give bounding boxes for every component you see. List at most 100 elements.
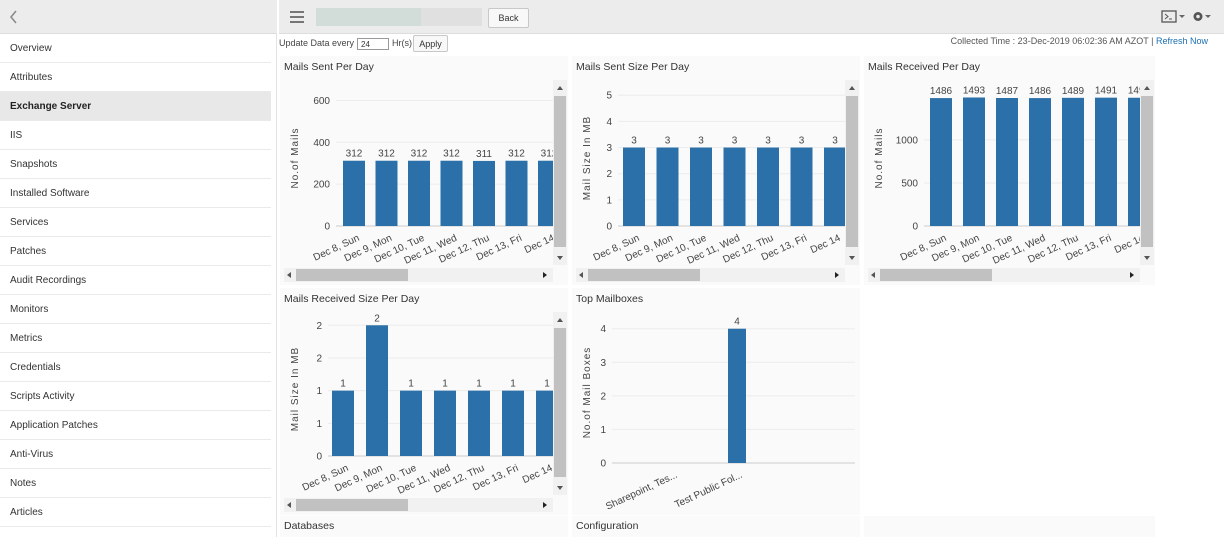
v-scroll-arrow — [557, 256, 563, 260]
value-label: 312 — [346, 149, 363, 160]
sidebar-item[interactable]: Anti-Virus — [0, 440, 271, 469]
value-label: 1487 — [996, 86, 1019, 97]
bar — [505, 160, 528, 226]
y-tick-label: 200 — [313, 180, 330, 191]
y-tick-label: 600 — [313, 96, 330, 107]
h-scroll-thumb — [880, 269, 992, 281]
value-label: 312 — [378, 149, 395, 160]
value-label: 2 — [374, 313, 380, 324]
value-label: 3 — [631, 136, 637, 147]
value-label: 1 — [408, 379, 414, 390]
y-tick-label: 0 — [912, 222, 918, 233]
sidebar-item[interactable]: Patches — [0, 237, 271, 266]
v-scroll-thumb — [846, 96, 858, 247]
y-tick-label: 5 — [606, 91, 612, 102]
sidebar-item[interactable]: Overview — [0, 34, 271, 63]
collapse-icon[interactable] — [0, 0, 30, 34]
bar — [656, 147, 679, 226]
chart-title: Mails Received Size Per Day — [284, 293, 420, 305]
x-tick-label: Dec 14 — [523, 233, 557, 257]
sidebar: Overview Attributes Exchange Server IIS Snap… — [0, 34, 277, 537]
bar — [366, 325, 388, 456]
y-tick-label: 4 — [606, 117, 612, 128]
bar — [723, 147, 746, 226]
update-label: Update Data every — [279, 38, 355, 48]
v-scroll-arrow — [557, 486, 563, 490]
sidebar-item[interactable]: Articles — [0, 498, 271, 527]
toolbar-icons[interactable] — [1159, 9, 1219, 25]
sidebar-item[interactable]: Snapshots — [0, 150, 271, 179]
v-scroll-arrow — [557, 318, 563, 322]
section-title: Databases — [284, 520, 335, 532]
sidebar-item[interactable]: Metrics — [0, 324, 271, 353]
h-scroll-arrow — [871, 272, 875, 278]
value-label: 4 — [734, 317, 740, 328]
bar — [790, 147, 813, 226]
bar — [408, 160, 430, 226]
section-title: Configuration — [576, 520, 639, 532]
value-label: 311 — [476, 149, 492, 160]
value-label: 1491 — [1095, 86, 1118, 97]
value-label: 3 — [832, 136, 838, 147]
y-tick-label: 4 — [600, 324, 606, 335]
x-tick-label: Test Public Fol... — [673, 470, 744, 511]
y-tick-label: 3 — [600, 358, 606, 369]
bar — [502, 390, 524, 456]
value-label: 1 — [340, 379, 346, 390]
sidebar-item[interactable]: IIS — [0, 121, 271, 150]
sidebar-item[interactable]: Application Patches — [0, 411, 271, 440]
y-axis-label: Mail Size In MB — [290, 347, 301, 431]
value-label: 1 — [544, 379, 550, 390]
sidebar-item[interactable]: Credentials — [0, 353, 271, 382]
v-scroll-arrow — [849, 256, 855, 260]
bar — [440, 160, 463, 226]
sidebar-item[interactable]: Installed Software — [0, 179, 271, 208]
sidebar-item[interactable]: Audit Recordings — [0, 266, 271, 295]
sidebar-item[interactable]: Exchange Server — [0, 92, 271, 121]
interval-input[interactable]: 24 — [357, 38, 389, 50]
bar — [332, 390, 354, 456]
menu-icon[interactable] — [289, 10, 305, 24]
bar — [1029, 98, 1051, 226]
value-label: 312 — [411, 149, 428, 160]
apply-button[interactable]: Apply — [413, 35, 448, 52]
chart: Mails Received Size Per Day Mail Size In … — [280, 288, 568, 515]
section-panel — [864, 516, 1155, 537]
x-tick-label: Dec 14 — [521, 463, 555, 487]
bar — [1095, 97, 1117, 226]
chart-title: Mails Received Per Day — [868, 61, 981, 73]
chart-title: Mails Sent Size Per Day — [576, 61, 690, 73]
y-tick-label: 2 — [316, 321, 322, 332]
bar — [538, 160, 553, 226]
y-tick-label: 1 — [316, 386, 322, 397]
y-tick-label: 0 — [600, 459, 606, 470]
value-label: 1490 — [1128, 86, 1151, 97]
bar — [536, 390, 553, 456]
h-scroll-arrow — [1130, 272, 1134, 278]
value-label: 1 — [442, 379, 448, 390]
collected-time: Collected Time : 23-Dec-2019 06:02:36 AM… — [950, 36, 1149, 46]
y-tick-label: 2 — [600, 391, 606, 402]
back-button[interactable]: Back — [488, 8, 529, 28]
chart-title: Top Mailboxes — [576, 293, 643, 305]
chart: Mails Sent Per Day No.of Mails 0 200 400 600 D… — [280, 56, 568, 285]
sidebar-item[interactable]: Services — [0, 208, 271, 237]
value-label: 1486 — [1029, 86, 1052, 97]
sidebar-item[interactable]: Monitors — [0, 295, 271, 324]
sidebar-item[interactable]: Scripts Activity — [0, 382, 271, 411]
y-tick-label: 1 — [606, 195, 612, 206]
value-label: 1486 — [930, 86, 953, 97]
section-panel: Configuration — [572, 516, 860, 537]
y-tick-label: 0 — [324, 222, 330, 233]
h-scroll-arrow — [835, 272, 839, 278]
sidebar-item[interactable]: Attributes — [0, 63, 271, 92]
sidebar-item[interactable]: Notes — [0, 469, 271, 498]
bar — [930, 98, 952, 226]
value-label: 1493 — [963, 85, 986, 96]
refresh-link[interactable]: Refresh Now — [1155, 36, 1208, 46]
h-scroll-arrow — [579, 272, 583, 278]
y-tick-label: 3 — [606, 143, 612, 154]
value-label: 3 — [665, 136, 671, 147]
